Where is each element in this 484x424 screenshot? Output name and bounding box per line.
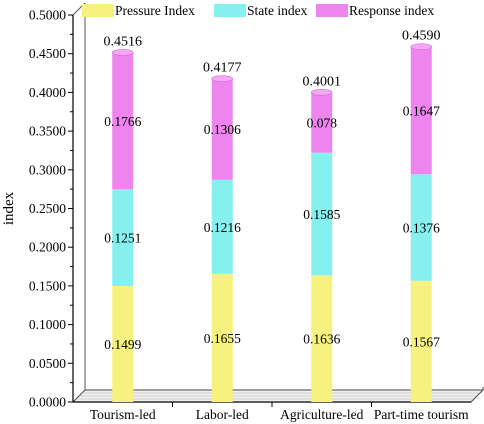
bar-top-cap [111, 49, 134, 56]
total-label: 0.4177 [203, 61, 242, 76]
value-label: 0.1306 [204, 122, 241, 137]
y-tick-label: 0.0000 [29, 395, 66, 410]
y-axis-title: index [1, 191, 17, 225]
bar-top-cap [410, 43, 433, 51]
value-label: 0.1585 [303, 207, 340, 222]
bar-top-cap [211, 75, 234, 83]
x-category-label: Part-time tourism [374, 407, 469, 422]
bar-segment-2 [211, 78, 233, 180]
total-label: 0.4001 [303, 74, 342, 89]
value-label: 0.1567 [403, 334, 440, 349]
y-tick-label: 0.1500 [29, 278, 66, 293]
bar-top-cap [310, 89, 333, 96]
bar-segment-0 [410, 280, 432, 402]
x-category-label: Labor-led [196, 407, 249, 422]
bar-segment-1 [311, 152, 333, 276]
bar-segment-1 [112, 189, 134, 286]
y-tick-label: 0.1000 [29, 317, 66, 332]
value-label: 0.1251 [104, 231, 141, 246]
legend-swatch-1 [214, 4, 246, 17]
value-label: 0.078 [307, 116, 338, 131]
value-label: 0.1766 [104, 114, 141, 129]
y-tick-label: 0.4000 [29, 85, 66, 100]
bar-segment-2 [410, 46, 432, 175]
y-tick-label: 0.2000 [29, 240, 66, 255]
legend-swatch-0 [82, 4, 114, 17]
bar-segment-0 [311, 275, 333, 402]
value-label: 0.1647 [403, 103, 440, 118]
y-tick-label: 0.3500 [29, 124, 66, 139]
bar-segment-1 [211, 179, 233, 274]
bar-segment-0 [112, 285, 134, 402]
y-tick-label: 0.4500 [29, 46, 66, 61]
total-label: 0.4516 [104, 34, 143, 49]
value-label: 0.1636 [303, 332, 340, 347]
legend-label: State index [247, 3, 308, 18]
x-category-label: Tourism-led [90, 407, 156, 422]
legend-swatch-2 [316, 4, 348, 17]
value-label: 0.1655 [204, 331, 241, 346]
bar-segment-1 [410, 174, 432, 281]
bar-segment-0 [211, 273, 233, 402]
y-tick-label: 0.3000 [29, 162, 66, 177]
x-category-label: Agriculture-led [280, 407, 363, 422]
y-tick-label: 0.2500 [29, 201, 66, 216]
value-label: 0.1376 [403, 220, 440, 235]
value-label: 0.1499 [104, 337, 141, 352]
bar-segment-2 [112, 52, 134, 190]
legend-label: Pressure Index [115, 3, 195, 18]
y-tick-label: 0.5000 [29, 8, 66, 23]
value-label: 0.1216 [204, 220, 241, 235]
legend-label: Response index [349, 3, 434, 18]
bar-segment-2 [311, 92, 333, 153]
total-label: 0.4590 [402, 29, 441, 44]
y-tick-label: 0.0500 [29, 356, 66, 371]
